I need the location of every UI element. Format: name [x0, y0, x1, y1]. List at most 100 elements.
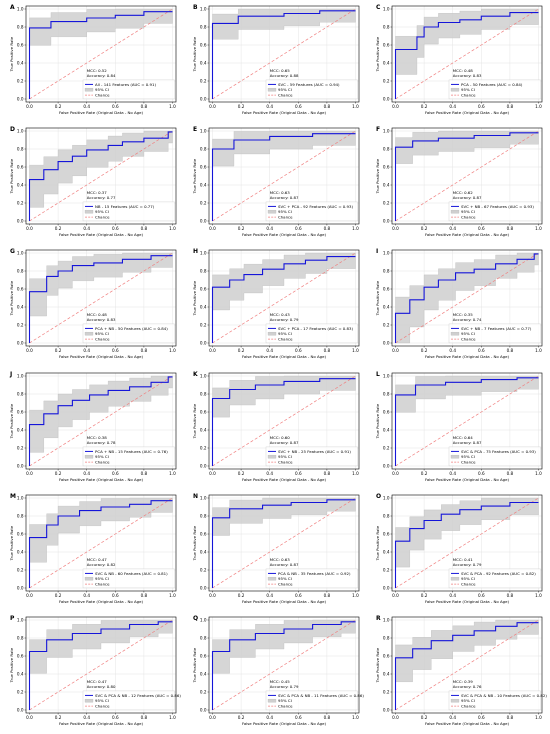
y-tick-label: 0.4	[383, 550, 390, 555]
roc-curve	[394, 622, 539, 710]
y-axis-label: True Positive Rate	[192, 158, 197, 194]
y-tick-label: 0.6	[200, 287, 207, 292]
axes-frame	[391, 372, 543, 470]
x-tick-label: 0.2	[421, 471, 428, 476]
legend-box	[265, 201, 358, 222]
y-tick-label: 1.0	[17, 618, 24, 623]
x-tick-label: 1.0	[535, 104, 542, 109]
legend-ci-swatch	[450, 698, 460, 703]
panel-letter: L	[376, 371, 380, 378]
x-axis-label: False Positive Rate (Original Data - No …	[242, 599, 327, 604]
y-tick-label: 0.4	[17, 61, 24, 66]
x-tick-label: 0.4	[449, 348, 456, 353]
x-tick-label: 0.8	[141, 715, 148, 720]
panel-letter: G	[10, 248, 15, 255]
y-tick-label: 1.0	[200, 251, 207, 256]
axes-frame	[208, 5, 360, 103]
x-axis-label: False Positive Rate (Original Data - No …	[59, 354, 144, 359]
axes-frame	[208, 249, 360, 347]
ci-band	[212, 375, 356, 466]
ci-band	[29, 252, 173, 343]
accuracy-text: Accuracy: 0.74	[453, 317, 482, 322]
x-tick-label: 0.0	[392, 471, 399, 476]
y-tick-label: 0.4	[200, 183, 207, 188]
y-tick-label: 0.6	[383, 532, 390, 537]
x-tick-label: 1.0	[535, 715, 542, 720]
legend-chance-label: Chance	[278, 704, 293, 709]
y-tick-label: 0.0	[200, 97, 207, 102]
x-axis-label: False Positive Rate (Original Data - No …	[425, 110, 510, 115]
accuracy-text: Accuracy: 0.87	[453, 195, 482, 200]
y-tick-label: 0.4	[200, 550, 207, 555]
y-tick-label: 0.8	[17, 269, 24, 274]
roc-panel-p: P 0.0 0.0 0.2 0.2 0.4 0.4 0.6 0.6 0.8 0.8 1.0 1.0 Fal…	[0, 611, 181, 733]
x-tick-label: 0.2	[421, 593, 428, 598]
axes-frame	[391, 494, 543, 592]
mcc-text: MCC: 0.37	[87, 190, 108, 195]
x-tick-label: 0.6	[478, 715, 485, 720]
x-tick-label: 1.0	[169, 348, 176, 353]
y-tick-label: 0.0	[17, 97, 24, 102]
roc-chart-svg: R 0.00.0 0.2 0.2 0.4 0.4 0.6 0.6 0.8 0.8 1.0 1.0 Fal…	[375, 615, 547, 726]
y-tick-label: 0.8	[383, 147, 390, 152]
x-tick-label: 0.2	[238, 226, 245, 231]
roc-curve	[211, 499, 356, 588]
x-tick-label: 0.2	[421, 348, 428, 353]
legend-box	[265, 79, 358, 100]
axes-frame	[25, 249, 177, 347]
panel-letter: F	[376, 126, 380, 133]
x-tick-label: 0.6	[295, 471, 302, 476]
legend-ci-label: 95% CI	[461, 331, 475, 336]
y-tick-label: 0.6	[383, 287, 390, 292]
roc-panel-d: D 0.0 0.0 0.2 0.2 0.4 0.4 0.6 0.6 0.8 0.8 1.0 1.0 Fal…	[0, 122, 180, 244]
ci-band	[395, 375, 539, 466]
y-axis-label: True Positive Rate	[375, 158, 380, 194]
y-axis-label: True Positive Rate	[375, 36, 380, 72]
x-tick-label: 0.8	[141, 593, 148, 598]
x-tick-label: 0.8	[507, 348, 514, 353]
y-tick-label: 0.8	[200, 147, 207, 152]
roc-chart-svg: P 0.00.0 0.2 0.2 0.4 0.4 0.6 0.6 0.8 0.8 1.0 1.0 Fal…	[9, 615, 181, 726]
roc-curve	[394, 377, 539, 466]
y-tick-label: 0.2	[383, 690, 390, 695]
ci-band	[29, 619, 173, 710]
y-axis-label: True Positive Rate	[192, 36, 197, 72]
y-tick-label: 0.6	[200, 532, 207, 537]
x-axis-label: False Positive Rate (Original Data - No …	[59, 110, 144, 115]
legend-ci-swatch	[267, 454, 277, 459]
x-tick-label: 0.0	[26, 715, 33, 720]
accuracy-text: Accuracy: 0.79	[453, 562, 482, 567]
x-tick-label: 0.6	[112, 226, 119, 231]
ci-band	[395, 8, 539, 99]
accuracy-text: Accuracy: 0.88	[270, 73, 299, 78]
x-tick-label: 1.0	[169, 104, 176, 109]
legend-ci-swatch	[450, 331, 460, 336]
panel-letter: M	[10, 493, 16, 500]
x-tick-label: 0.0	[26, 226, 33, 231]
roc-chart-svg: C 0.00.0 0.2 0.2 0.4 0.4 0.6 0.6 0.8 0.8 1.0 1.0 Fal…	[375, 4, 543, 115]
legend-chance-label: Chance	[461, 704, 476, 709]
y-axis-label: True Positive Rate	[375, 647, 380, 683]
chance-line	[29, 375, 173, 467]
x-tick-label: 0.8	[507, 104, 514, 109]
legend-chance-label: Chance	[278, 582, 293, 587]
mcc-text: MCC: 0.48	[453, 68, 474, 73]
legend-box	[448, 79, 541, 100]
panel-letter: R	[376, 615, 381, 622]
x-tick-label: 0.0	[392, 593, 399, 598]
y-tick-label: 0.6	[383, 43, 390, 48]
roc-curve	[211, 10, 356, 99]
x-tick-label: 1.0	[352, 715, 359, 720]
x-axis-label: False Positive Rate (Original Data - No …	[425, 232, 510, 237]
y-tick-label: 0.0	[200, 586, 207, 591]
x-tick-label: 0.8	[141, 104, 148, 109]
x-tick-label: 0.0	[26, 471, 33, 476]
legend-ci-swatch	[267, 576, 277, 581]
legend-roc-label: SVC + NB - 7 Features (AUC = 0.77)	[461, 326, 532, 331]
legend-ci-label: 95% CI	[278, 576, 292, 581]
y-tick-label: 0.8	[200, 392, 207, 397]
x-tick-label: 0.2	[421, 104, 428, 109]
roc-chart-svg: F 0.00.0 0.2 0.2 0.4 0.4 0.6 0.6 0.8 0.8 1.0 1.0 Fal…	[375, 126, 543, 237]
legend-ci-label: 95% CI	[278, 209, 292, 214]
